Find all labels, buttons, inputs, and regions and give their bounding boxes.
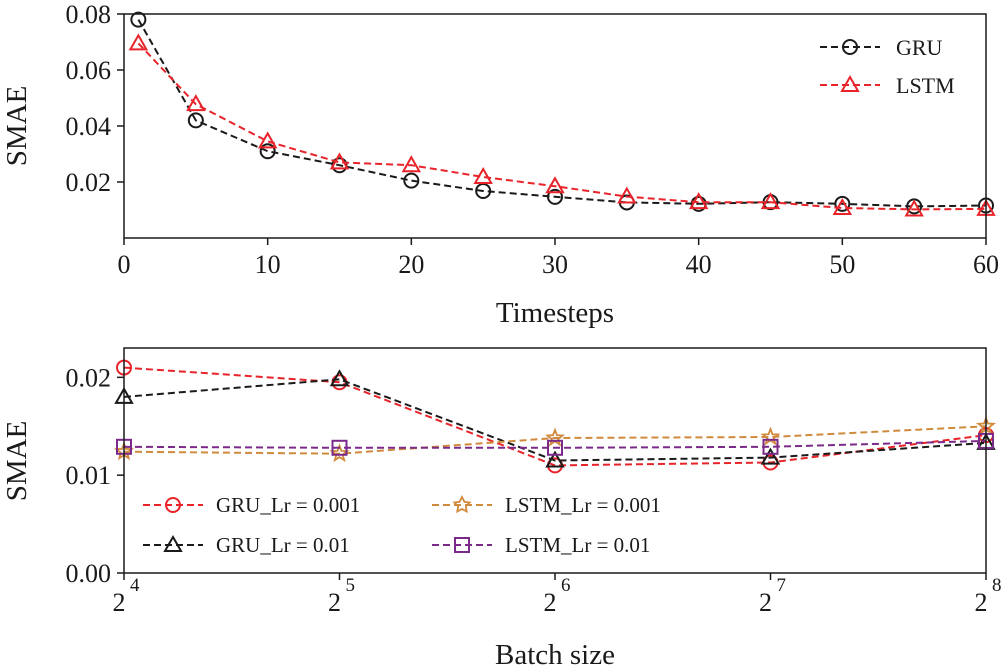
legend-label-lstm: LSTM	[896, 73, 955, 98]
data-point-lstm-10	[832, 198, 853, 216]
top-y-tick-label: 0.02	[66, 168, 112, 197]
legend-label-lstm-lr-0001: LSTM_Lr = 0.001	[505, 493, 661, 517]
series-line-gru-lr-0-01	[123, 378, 987, 462]
top-x-tick-label: 10	[255, 250, 281, 279]
bottom-y-tick-label: 0.01	[66, 461, 112, 490]
top-x-axis-label: Timesteps	[496, 297, 614, 329]
data-point-gru-6	[547, 188, 563, 205]
top-x-tick-label: 40	[686, 250, 712, 279]
bottom-x-tick-label: 2	[975, 588, 988, 617]
data-point-gru-lr-0-01-1	[329, 369, 350, 387]
bottom-y-axis-label: SMAE	[1, 421, 33, 502]
data-point-lstm-6	[545, 176, 565, 194]
series-line-gru-lr-0-001	[123, 366, 987, 467]
bottom-x-tick-label: 2	[759, 588, 772, 617]
legend-marker-lstm-lr-0001	[452, 494, 472, 514]
legend-label-lstm-lr-001: LSTM_Lr = 0.01	[505, 533, 650, 557]
bottom-x-tick-exponent: 5	[346, 575, 356, 596]
data-point-gru-2	[259, 143, 276, 160]
legend-label-gru-lr-001: GRU_Lr = 0.01	[216, 533, 350, 557]
data-point-gru-lr-0-01-2	[545, 450, 565, 468]
data-point-lstm-0	[128, 33, 149, 51]
bottom-x-tick-label: 2	[113, 588, 126, 617]
legend-label-gru-lr-0001: GRU_Lr = 0.001	[216, 493, 360, 517]
data-point-gru-4	[403, 172, 420, 189]
top-y-tick-label: 0.08	[66, 0, 112, 29]
data-point-gru-11	[906, 198, 923, 215]
data-point-gru-0	[130, 11, 147, 28]
top-y-tick-label: 0.04	[66, 112, 112, 141]
series-line-lstm-lr-0-001	[123, 425, 987, 455]
top-legend: GRU LSTM	[820, 35, 955, 98]
series-line-lstm	[137, 42, 987, 211]
top-x-tick-label: 60	[973, 250, 999, 279]
data-point-lstm-2	[257, 131, 278, 149]
top-y-tick-label: 0.06	[66, 56, 112, 85]
bottom-x-tick-exponent: 4	[130, 575, 140, 596]
legend-marker-gru	[842, 39, 858, 55]
top-series-layer	[128, 11, 996, 217]
top-x-tick-label: 30	[542, 250, 568, 279]
bottom-series-layer	[113, 359, 997, 474]
bottom-x-tick-label: 2	[328, 588, 341, 617]
data-point-lstm-lr-0-001-3	[760, 426, 781, 446]
series-line-gru	[137, 19, 987, 208]
legend-marker-lstm-lr-001	[454, 537, 470, 553]
data-point-lstm-lr-0-01-3	[762, 438, 779, 455]
legend-marker-gru-lr-001	[163, 534, 183, 552]
data-point-lstm-lr-0-01-1	[331, 439, 348, 456]
bottom-y-tick-label: 0.02	[66, 363, 112, 392]
data-point-lstm-lr-0-01-2	[547, 439, 563, 456]
timesteps-chart: 0 10 20 30 40 50 60 0.02 0.04 0.06 0.08 SMAE Times…	[1, 0, 999, 329]
bottom-x-tick-exponent: 7	[777, 575, 787, 596]
bottom-x-tick-exponent: 6	[561, 575, 571, 596]
data-point-lstm-9	[760, 192, 781, 210]
data-point-lstm-3	[329, 152, 350, 170]
data-point-gru-10	[834, 195, 851, 212]
top-x-tick-label: 50	[829, 250, 855, 279]
bottom-legend: GRU_Lr = 0.001 GRU_Lr = 0.01 LSTM_Lr = 0…	[143, 493, 661, 557]
bottom-x-axis-label: Batch size	[495, 639, 615, 670]
legend-marker-gru-lr-0001	[165, 497, 181, 513]
legend-marker-lstm	[840, 74, 860, 92]
bottom-x-tick-exponent: 8	[992, 575, 1002, 596]
data-point-gru-8	[690, 195, 707, 212]
data-point-lstm-8	[688, 192, 709, 210]
legend-label-gru: GRU	[896, 35, 943, 60]
data-point-lstm-4	[401, 155, 422, 173]
top-x-tick-label: 0	[118, 250, 131, 279]
data-point-gru-lr-0-01-3	[760, 447, 781, 465]
top-y-axis-label: SMAE	[1, 86, 33, 167]
top-ticks-layer: 0 10 20 30 40 50 60 0.02 0.04 0.06 0.08	[66, 0, 1000, 279]
data-point-lstm-5	[473, 166, 493, 184]
bottom-y-tick-label: 0.00	[66, 559, 112, 588]
data-point-lstm-1	[186, 94, 206, 112]
top-x-tick-label: 20	[398, 250, 424, 279]
data-point-gru-1	[187, 112, 204, 129]
data-point-lstm-lr-0-001-1	[329, 443, 350, 463]
series-line-lstm-lr-0-01	[123, 439, 987, 449]
data-point-lstm-11	[904, 199, 924, 217]
bottom-x-tick-label: 2	[544, 588, 557, 617]
data-point-lstm-7	[617, 186, 637, 204]
